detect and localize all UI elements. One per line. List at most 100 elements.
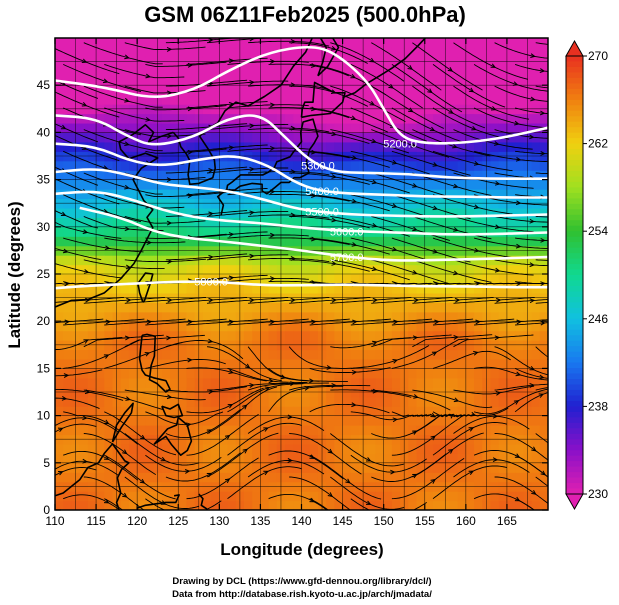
field-cell — [408, 396, 418, 407]
field-cell — [55, 179, 64, 190]
streamline-arrow — [166, 46, 173, 52]
field-cell — [424, 113, 434, 124]
field-cell — [515, 462, 524, 473]
field-cell — [539, 406, 548, 417]
field-cell — [342, 481, 352, 492]
field-cell — [391, 264, 401, 275]
streamline-arrow — [309, 497, 316, 503]
field-cell — [482, 113, 492, 124]
field-cell — [227, 66, 237, 77]
field-cell — [416, 377, 426, 388]
field-cell — [506, 236, 516, 247]
field-cell — [276, 264, 286, 275]
field-cell — [342, 85, 352, 96]
field-cell — [506, 217, 516, 228]
field-cell — [474, 368, 483, 379]
field-cell — [391, 302, 401, 313]
field-cell — [243, 274, 253, 285]
field-cell — [474, 122, 483, 133]
streamline-arrow — [549, 300, 553, 304]
field-cell — [515, 377, 524, 388]
field-cell — [243, 283, 253, 294]
field-cell — [178, 349, 188, 360]
field-cell — [285, 453, 294, 464]
field-cell — [301, 160, 311, 171]
field-cell — [506, 132, 516, 143]
field-cell — [186, 122, 196, 133]
field-cell — [202, 217, 212, 228]
streamline — [494, 85, 548, 102]
field-cell — [104, 311, 114, 322]
field-cell — [326, 189, 335, 200]
field-cell — [79, 330, 89, 341]
coastline — [161, 403, 184, 419]
field-cell — [137, 66, 146, 77]
field-cell — [63, 264, 73, 275]
streamline — [268, 318, 350, 326]
field-cell — [227, 283, 237, 294]
field-cell — [350, 377, 360, 388]
field-cell — [79, 66, 89, 77]
field-cell — [63, 141, 73, 152]
field-cell — [55, 104, 64, 115]
field-cell — [87, 349, 97, 360]
field-cell — [178, 75, 188, 86]
field-cell — [178, 47, 188, 58]
streamline-arrow — [287, 458, 294, 463]
field-cell — [334, 85, 344, 96]
streamline-arrow — [548, 386, 552, 390]
field-cell — [260, 396, 270, 407]
field-cell — [112, 113, 122, 124]
colorbar-step — [566, 83, 583, 90]
field-cell — [490, 358, 500, 369]
field-cell — [408, 47, 418, 58]
streamline — [165, 253, 248, 261]
field-cell — [465, 160, 475, 171]
streamline-arrow — [549, 215, 553, 219]
streamline-arrow — [160, 456, 167, 462]
field-cell — [219, 443, 229, 454]
field-cell — [424, 368, 434, 379]
field-cell — [96, 311, 105, 322]
streamline — [391, 338, 469, 369]
field-cell — [326, 170, 335, 181]
field-cell — [260, 292, 270, 303]
field-cell — [498, 141, 508, 152]
field-cell — [87, 132, 97, 143]
field-cell — [112, 236, 122, 247]
field-cell — [457, 94, 467, 105]
field-cell — [465, 94, 475, 105]
field-cell — [96, 274, 105, 285]
field-cell — [539, 500, 548, 510]
field-cell — [227, 349, 237, 360]
field-cell — [342, 104, 352, 115]
field-cell — [235, 321, 245, 332]
streamline — [104, 107, 185, 122]
streamline — [309, 63, 387, 96]
field-cell — [531, 311, 541, 322]
field-cell — [490, 189, 500, 200]
field-cell — [120, 283, 130, 294]
streamline — [248, 296, 330, 304]
field-cell — [153, 255, 163, 266]
field-cell — [161, 368, 171, 379]
field-cell — [186, 141, 196, 152]
field-cell — [128, 368, 138, 379]
streamline-arrow — [513, 400, 520, 405]
field-cell — [474, 104, 483, 115]
streamline — [63, 318, 145, 326]
streamline — [494, 259, 548, 267]
streamline — [55, 423, 97, 433]
field-cell — [301, 122, 311, 133]
field-cell — [424, 160, 434, 171]
field-cell — [400, 236, 409, 247]
field-cell — [383, 311, 393, 322]
field-cell — [96, 396, 105, 407]
field-cell — [408, 415, 418, 426]
field-cell — [301, 349, 311, 360]
field-cell — [301, 321, 311, 332]
field-cell — [334, 170, 344, 181]
field-cell — [112, 302, 122, 313]
field-cell — [145, 113, 155, 124]
field-cell — [498, 358, 508, 369]
